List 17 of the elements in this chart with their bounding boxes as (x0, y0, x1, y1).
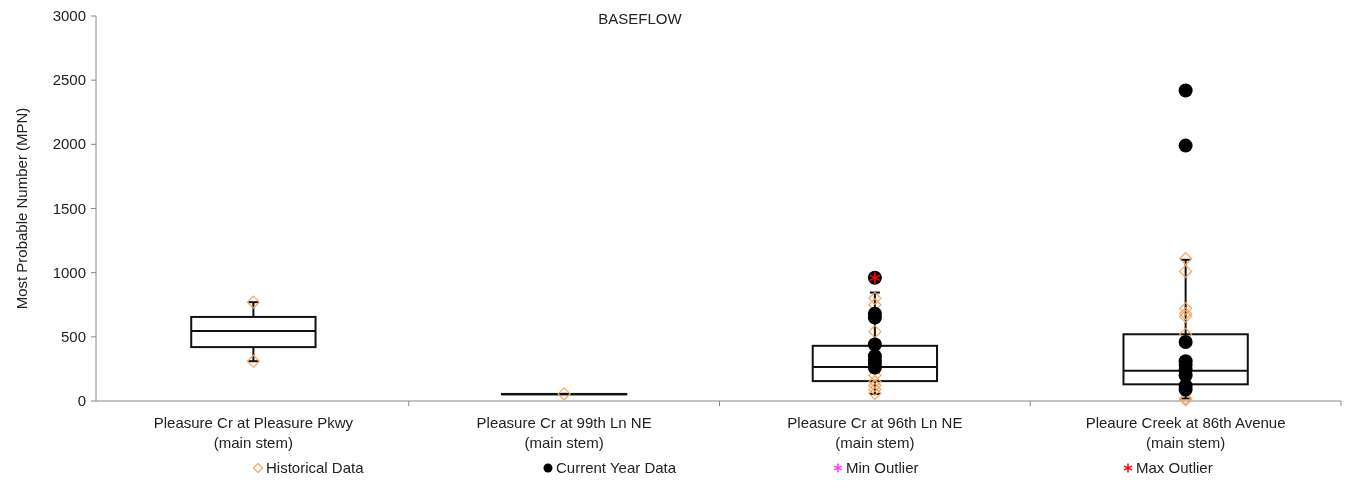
y-tick-label: 500 (60, 327, 86, 345)
y-tick-label: 1000 (52, 263, 86, 281)
legend-label: Current Year Data (556, 459, 677, 476)
y-axis-title: Most Probable Number (MPN) (13, 107, 30, 310)
x-tick-label: Pleaure Creek at 86th Avenue (main stem) (1085, 414, 1286, 451)
legend-label: Min Outlier (846, 459, 919, 476)
x-tick-label: Pleasure Cr at 96th Ln NE (main stem) (787, 414, 963, 451)
y-tick-label: 2500 (52, 71, 86, 89)
legend-label: Max Outlier (1136, 459, 1213, 476)
legend-label: Historical Data (266, 459, 365, 476)
chart-title: BASEFLOW (598, 10, 683, 27)
x-tick-label: Pleasure Cr at 99th Ln NE (main stem) (476, 414, 652, 451)
y-tick-label: 2000 (52, 135, 86, 153)
y-tick-label: 3000 (52, 7, 86, 24)
y-tick-label: 0 (77, 392, 86, 409)
y-tick-label: 1500 (52, 199, 86, 217)
x-tick-label: Pleasure Cr at Pleasure Pkwy (main stem) (153, 414, 354, 451)
